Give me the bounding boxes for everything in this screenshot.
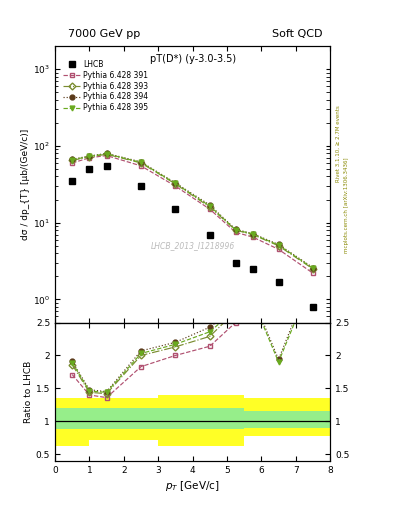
LHCB: [70, 178, 75, 184]
Pythia 6.428 391: [310, 270, 315, 276]
Pythia 6.428 393: [250, 231, 255, 238]
Pythia 6.428 395: [139, 159, 143, 165]
LHCB: [173, 206, 178, 212]
Pythia 6.428 394: [250, 230, 255, 237]
Pythia 6.428 391: [233, 229, 238, 236]
Pythia 6.428 393: [173, 181, 178, 187]
Pythia 6.428 393: [233, 227, 238, 233]
LHCB: [104, 163, 109, 169]
Y-axis label: Ratio to LHCB: Ratio to LHCB: [24, 360, 33, 423]
Pythia 6.428 395: [87, 154, 92, 160]
Pythia 6.428 391: [173, 183, 178, 189]
Pythia 6.428 393: [139, 160, 143, 166]
Pythia 6.428 395: [70, 157, 75, 163]
Line: LHCB: LHCB: [69, 163, 316, 310]
Pythia 6.428 394: [87, 153, 92, 159]
LHCB: [139, 183, 143, 189]
Pythia 6.428 395: [250, 231, 255, 237]
LHCB: [87, 166, 92, 172]
Pythia 6.428 394: [276, 242, 281, 248]
LHCB: [310, 304, 315, 310]
Pythia 6.428 393: [310, 266, 315, 272]
Pythia 6.428 395: [208, 203, 212, 209]
LHCB: [233, 260, 238, 266]
Text: 7000 GeV pp: 7000 GeV pp: [68, 29, 141, 39]
Text: Soft QCD: Soft QCD: [272, 29, 322, 39]
Line: Pythia 6.428 394: Pythia 6.428 394: [70, 151, 315, 270]
Pythia 6.428 394: [310, 265, 315, 271]
Pythia 6.428 395: [104, 151, 109, 157]
Pythia 6.428 395: [173, 180, 178, 186]
Pythia 6.428 394: [139, 159, 143, 165]
Pythia 6.428 391: [250, 234, 255, 240]
Pythia 6.428 394: [208, 202, 212, 208]
Pythia 6.428 391: [70, 160, 75, 166]
Pythia 6.428 394: [104, 151, 109, 157]
Pythia 6.428 394: [173, 180, 178, 186]
LHCB: [250, 266, 255, 272]
Line: Pythia 6.428 391: Pythia 6.428 391: [70, 153, 315, 275]
Pythia 6.428 393: [70, 157, 75, 163]
Pythia 6.428 395: [233, 227, 238, 233]
Pythia 6.428 391: [276, 246, 281, 252]
Pythia 6.428 393: [104, 151, 109, 157]
Pythia 6.428 391: [87, 155, 92, 161]
Pythia 6.428 395: [276, 242, 281, 248]
Pythia 6.428 391: [104, 153, 109, 159]
Text: pT(D*) (y-3.0-3.5): pT(D*) (y-3.0-3.5): [149, 54, 236, 65]
Pythia 6.428 393: [87, 154, 92, 160]
Line: Pythia 6.428 395: Pythia 6.428 395: [70, 152, 315, 271]
Pythia 6.428 393: [208, 204, 212, 210]
LHCB: [208, 231, 212, 238]
Pythia 6.428 391: [139, 163, 143, 169]
Pythia 6.428 394: [233, 226, 238, 232]
Y-axis label: dσ / dp_{T} [μb/(GeV/c)]: dσ / dp_{T} [μb/(GeV/c)]: [21, 129, 30, 240]
Line: Pythia 6.428 393: Pythia 6.428 393: [70, 152, 315, 271]
LHCB: [276, 279, 281, 285]
Pythia 6.428 395: [310, 265, 315, 271]
Text: mcplots.cern.ch [arXiv:1306.3436]: mcplots.cern.ch [arXiv:1306.3436]: [344, 157, 349, 252]
Text: LHCB_2013_I1218996: LHCB_2013_I1218996: [151, 241, 235, 250]
X-axis label: $p_T$ [GeV/c]: $p_T$ [GeV/c]: [165, 479, 220, 493]
Pythia 6.428 391: [208, 206, 212, 212]
Pythia 6.428 394: [70, 156, 75, 162]
Text: Rivet 3.1.10, ≥ 2.7M events: Rivet 3.1.10, ≥ 2.7M events: [336, 105, 341, 182]
Pythia 6.428 393: [276, 243, 281, 249]
Legend: LHCB, Pythia 6.428 391, Pythia 6.428 393, Pythia 6.428 394, Pythia 6.428 395: LHCB, Pythia 6.428 391, Pythia 6.428 393…: [62, 58, 150, 114]
